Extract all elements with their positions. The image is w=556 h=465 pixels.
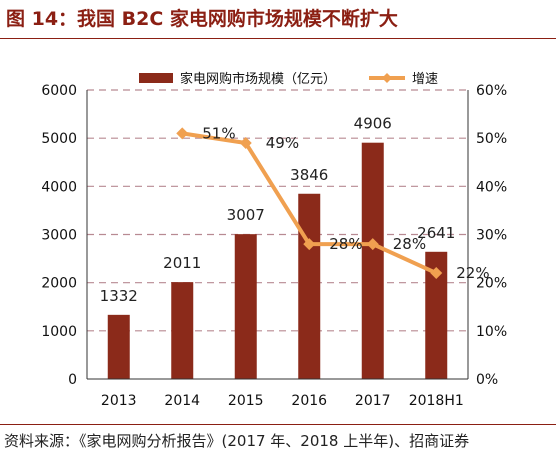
- x-tick-label: 2015: [228, 393, 264, 409]
- source-rule: [0, 424, 556, 425]
- y-right-tick-label: 30%: [476, 228, 507, 244]
- bar-value-label: 3007: [227, 206, 265, 224]
- bar: [234, 234, 257, 379]
- y-left-tick-label: 0: [68, 372, 77, 388]
- bar: [107, 314, 130, 379]
- y-left-tick-label: 3000: [41, 228, 77, 244]
- y-left-tick-label: 2000: [41, 276, 77, 292]
- growth-marker: [430, 267, 443, 280]
- legend-marker-line: [382, 73, 392, 83]
- x-tick-label: 2013: [101, 393, 137, 409]
- y-left-tick-label: 6000: [41, 83, 77, 99]
- legend-label-line: 增速: [412, 72, 438, 87]
- y-right-tick-label: 50%: [476, 131, 507, 147]
- bar-value-label: 2011: [163, 254, 201, 272]
- bar: [171, 282, 194, 379]
- growth-marker: [239, 136, 252, 149]
- y-right-tick-label: 60%: [476, 83, 507, 99]
- x-tick-label: 2017: [355, 393, 391, 409]
- x-tick-label: 2014: [164, 393, 200, 409]
- growth-marker: [303, 238, 316, 251]
- x-tick-label: 2016: [291, 393, 327, 409]
- legend-swatch-bar: [139, 73, 173, 83]
- title-rule: [0, 38, 556, 39]
- y-left-tick-label: 1000: [41, 324, 77, 340]
- growth-value-label: 28%: [329, 235, 362, 253]
- y-left-tick-label: 4000: [41, 179, 77, 195]
- x-tick-label: 2018H1: [409, 393, 464, 409]
- bar-value-label: 3846: [290, 166, 328, 184]
- growth-value-label: 22%: [456, 264, 489, 282]
- y-right-tick-label: 10%: [476, 324, 507, 340]
- growth-marker: [366, 238, 379, 251]
- y-right-tick-label: 0%: [476, 372, 498, 388]
- figure-title: 图 14：我国 B2C 家电网购市场规模不断扩大: [6, 8, 398, 30]
- bar-value-label: 4906: [354, 115, 392, 133]
- growth-value-label: 28%: [393, 235, 426, 253]
- growth-value-label: 49%: [266, 134, 299, 152]
- combo-chart: 0 1000 2000 3000 4000 5000 6000 0% 10% 20% 30% 40% 5…: [41, 71, 507, 409]
- bar: [298, 193, 321, 379]
- legend-label-bar: 家电网购市场规模（亿元）: [180, 71, 336, 87]
- source-note: 资料来源：《家电网购分析报告》(2017 年、2018 上半年)、招商证券: [4, 432, 470, 450]
- growth-value-label: 51%: [202, 124, 235, 142]
- bar: [425, 251, 448, 379]
- y-right-tick-label: 40%: [476, 179, 507, 195]
- y-left-tick-label: 5000: [41, 131, 77, 147]
- bar-value-label: 2641: [417, 224, 455, 242]
- y-right-tick-label: 20%: [476, 276, 507, 292]
- bar-value-label: 1332: [100, 287, 138, 305]
- bar: [361, 142, 384, 379]
- growth-marker: [176, 127, 189, 140]
